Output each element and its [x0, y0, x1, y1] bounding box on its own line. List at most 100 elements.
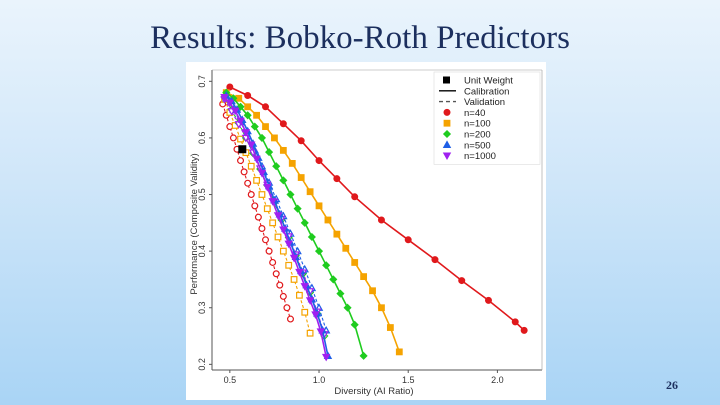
y-tick-label: 0.7	[197, 75, 207, 88]
data-point-calibration-n-200	[243, 111, 252, 120]
data-point-calibration-n-100	[306, 188, 314, 196]
data-point-calibration-n-1000	[268, 198, 277, 206]
data-point-validation-n-40	[286, 315, 294, 323]
legend-marker-swatch	[443, 76, 450, 84]
data-point-calibration-n-40	[262, 103, 270, 111]
data-point-validation-n-100	[269, 219, 277, 227]
legend-item-validation: Validation	[439, 97, 505, 108]
data-point-calibration-n-40	[279, 120, 287, 128]
data-point-validation-n-40	[279, 292, 287, 300]
legend-label: n=200	[464, 130, 491, 141]
legend-item-calibration: Calibration	[439, 86, 509, 97]
data-point-calibration-n-40	[377, 216, 385, 224]
y-tick-label: 0.5	[197, 188, 207, 201]
legend-item-n-1000: n=1000	[442, 151, 496, 162]
data-point-validation-n-40	[244, 179, 252, 187]
data-point-validation-n-40	[237, 157, 245, 165]
data-point-validation-n-40	[251, 202, 259, 210]
data-point-validation-n-40	[254, 213, 262, 221]
legend-item-n-500: n=500	[442, 140, 491, 151]
data-point-calibration-n-1000	[257, 169, 267, 178]
data-point-calibration-n-100	[333, 230, 341, 238]
data-point-calibration-n-40	[511, 318, 519, 326]
data-point-calibration-n-1000	[305, 297, 315, 305]
data-point-calibration-n-40	[315, 157, 323, 165]
x-tick-label: 0.5	[224, 375, 237, 385]
data-point-calibration-n-1000	[225, 99, 235, 108]
data-point-validation-n-100	[258, 191, 266, 198]
data-point-calibration-n-200	[236, 102, 245, 111]
legend-label: n=100	[464, 119, 491, 130]
data-point-calibration-n-1000	[279, 226, 288, 235]
data-point-validation-n-40	[247, 191, 255, 199]
data-point-validation-n-100	[237, 135, 244, 143]
unit-weight-point	[238, 145, 247, 154]
data-point-calibration-n-100	[378, 304, 385, 312]
y-axis-title: Performance (Composite Validity)	[189, 153, 200, 294]
series-validation-n-40	[219, 100, 294, 323]
legend-label: n=40	[464, 108, 485, 119]
legend-marker-swatch	[442, 129, 452, 139]
legend-marker-swatch	[443, 108, 451, 116]
axes	[211, 69, 543, 371]
series-validation-n-100	[221, 96, 314, 337]
data-point-calibration-n-200	[293, 204, 302, 213]
data-point-calibration-n-200	[257, 133, 266, 142]
series-calibration-n-1000	[220, 94, 331, 362]
data-point-validation-n-100	[253, 176, 260, 184]
data-point-calibration-n-100	[288, 159, 296, 167]
data-point-calibration-n-100	[315, 202, 323, 210]
data-point-validation-n-100	[301, 308, 309, 316]
data-point-calibration-n-200	[314, 247, 324, 256]
series-group	[219, 83, 528, 362]
data-point-calibration-n-100	[279, 146, 287, 154]
data-point-calibration-n-1000	[284, 240, 293, 249]
data-point-calibration-n-40	[404, 236, 412, 244]
data-point-calibration-n-200	[286, 190, 295, 199]
data-point-calibration-n-200	[265, 148, 274, 157]
data-point-calibration-n-40	[333, 175, 341, 183]
data-point-validation-n-100	[296, 291, 303, 299]
legend-marker-swatch	[443, 119, 451, 127]
data-point-calibration-n-1000	[247, 141, 256, 150]
data-point-validation-n-40	[229, 134, 237, 142]
data-point-calibration-n-1000	[263, 184, 272, 192]
legend-label: n=500	[464, 140, 491, 151]
data-point-validation-n-100	[274, 233, 282, 241]
data-point-calibration-n-1000	[311, 311, 320, 319]
data-point-calibration-n-100	[253, 111, 260, 119]
data-point-calibration-n-40	[431, 256, 439, 264]
legend-item-unit-weight: Unit Weight	[443, 76, 513, 87]
data-point-calibration-n-1000	[252, 155, 261, 164]
tick-labels: 0.5 1.0 1.5 2.0 0.2 0.3 0.4 0.5 0.6 0.7	[197, 75, 504, 385]
data-point-validation-n-40	[265, 247, 273, 255]
legend-marker-swatch	[442, 152, 452, 161]
data-point-calibration-n-1000	[241, 129, 251, 137]
data-point-calibration-n-100	[395, 348, 403, 356]
legend-box	[433, 71, 541, 165]
data-point-calibration-n-1000	[289, 254, 299, 263]
y-tick-label: 0.3	[197, 301, 207, 314]
data-point-validation-n-100	[290, 276, 298, 283]
data-point-calibration-n-1000	[273, 212, 283, 220]
data-point-validation-n-100	[285, 261, 293, 269]
legend-label: Unit Weight	[464, 76, 513, 87]
chart-svg: Diversity (AI Ratio) Performance (Compos…	[189, 69, 543, 397]
data-point-calibration-n-1000	[230, 107, 240, 116]
data-point-validation-n-40	[262, 236, 270, 244]
data-point-calibration-n-1000	[220, 94, 229, 102]
data-point-calibration-n-40	[297, 137, 305, 145]
data-point-calibration-n-40	[458, 277, 466, 285]
data-point-calibration-n-200	[336, 289, 345, 298]
data-point-calibration-n-1000	[316, 328, 326, 336]
data-point-calibration-n-200	[350, 320, 359, 329]
y-tick-label: 0.4	[197, 245, 207, 258]
data-point-calibration-n-1000	[300, 283, 309, 291]
y-tick-label: 0.2	[197, 358, 207, 371]
data-point-calibration-n-200	[343, 303, 352, 312]
series-calibration-n-40	[226, 83, 528, 334]
legend-item-n-200: n=200	[442, 129, 491, 141]
data-point-validation-n-100	[247, 162, 255, 170]
data-point-calibration-n-100	[351, 259, 359, 266]
x-tick-label: 1.5	[402, 375, 415, 385]
